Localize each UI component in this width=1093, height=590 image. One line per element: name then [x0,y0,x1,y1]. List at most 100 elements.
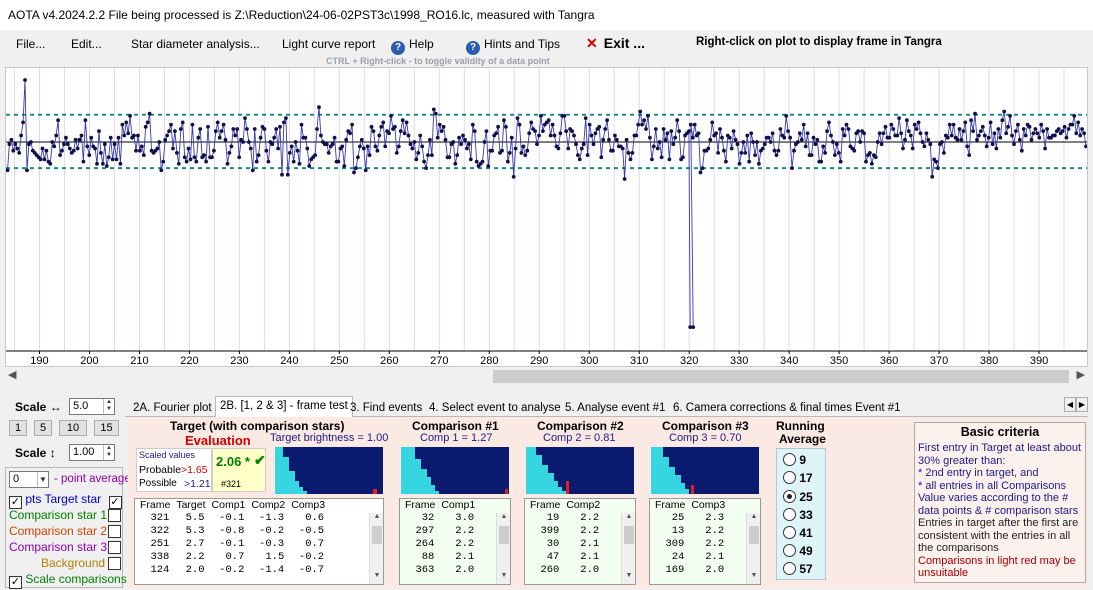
data-point [877,131,882,136]
scroll-up-icon[interactable]: ▲ [373,513,381,520]
menu-edit[interactable]: Edit... [71,37,102,51]
running-average-option[interactable]: 17 [783,471,813,485]
table-row[interactable]: 264 2.2 [402,537,478,550]
tab-analyse-event[interactable]: 5. Analyse event #1 [565,402,666,414]
scroll-up-icon[interactable]: ▲ [625,513,633,520]
scale-comparisons-checkbox[interactable]: ✓ [9,576,22,589]
table-row[interactable]: 251 2.7 -0.1 -0.3 0.7 [137,537,328,550]
table-row[interactable]: 24 2.1 [652,550,728,563]
data-point [844,122,849,127]
tab-camera-corrections[interactable]: 6. Camera corrections & final times Even… [673,402,901,414]
scale-vertical-spinner[interactable]: 1.00 ▲ ▼ [69,444,115,461]
table-row[interactable]: 13 2.2 [652,524,728,537]
scroll-thumb[interactable] [749,526,759,544]
light-curve-plot[interactable]: 190 200 210 220 230 240 250 260 270 280 290 300 310 3… [5,67,1088,367]
table-row[interactable]: 309 2.2 [652,537,728,550]
plot-horizontal-scrollbar[interactable]: ◀ ▶ [5,368,1088,385]
data-point [484,129,489,133]
table-row[interactable]: 30 2.1 [527,537,603,550]
scale-horizontal-spinner[interactable]: 5.0 ▲ ▼ [69,398,115,415]
data-point [389,114,393,118]
radio-button[interactable] [783,508,796,521]
scale-button-10[interactable]: 10 [59,420,87,436]
comparison-star-1-checkbox[interactable] [108,509,121,522]
comparison-star-3-checkbox[interactable] [108,541,121,554]
comparison-3-scrollbar[interactable]: ▲ ▼ [746,513,760,584]
radio-button-selected[interactable] [783,490,796,503]
tab-select-event[interactable]: 4. Select event to analyse [429,402,561,414]
radio-button[interactable] [783,526,796,539]
radio-button[interactable] [783,562,796,575]
scroll-thumb[interactable] [499,526,509,544]
data-point [354,166,358,170]
menu-star-diameter[interactable]: Star diameter analysis... [131,37,260,51]
radio-button[interactable] [783,471,796,484]
tab-scroll-arrows[interactable]: ◀ ▶ [1064,397,1088,413]
menu-exit[interactable]: ✕ Exit ... [586,35,645,52]
tab-fourier-plot[interactable]: 2A. Fourier plot [133,402,212,414]
table-row[interactable]: 169 2.0 [652,563,728,576]
table-row[interactable]: 322 5.3 -0.8 -0.2 -0.5 [137,524,328,537]
running-average-option[interactable]: 25 [783,490,813,504]
table-row[interactable]: 32 3.0 [402,511,478,524]
menu-light-curve-report[interactable]: Light curve report [282,37,376,51]
data-point [570,129,574,133]
scroll-thumb[interactable] [493,370,1069,383]
data-point [77,137,82,142]
background-checkbox[interactable] [108,557,121,570]
table-row[interactable]: 260 2.0 [527,563,603,576]
scroll-up-icon[interactable]: ▲ [750,513,758,520]
tab-right-icon[interactable]: ▶ [1076,397,1088,412]
point-average-spinner[interactable]: 0 ▼ [9,471,49,488]
table-row[interactable]: 88 2.1 [402,550,478,563]
scroll-left-icon[interactable]: ◀ [8,369,17,381]
running-average-option[interactable]: 49 [783,544,813,558]
spinner-arrows-icon[interactable]: ▲ ▼ [103,399,114,414]
target-star-checkbox[interactable]: ✓ [108,496,122,509]
data-point [270,142,275,147]
comparison-star-2-checkbox[interactable] [108,525,121,538]
scroll-down-icon[interactable]: ▼ [625,572,633,579]
table-row[interactable]: 124 2.0 -0.2 -1.4 -0.7 [137,563,328,576]
running-average-option[interactable]: 33 [783,508,813,522]
target-table-scrollbar[interactable]: ▲ ▼ [369,513,383,584]
chevron-down-icon[interactable]: ▼ [37,472,48,487]
running-average-option[interactable]: 41 [783,526,813,540]
tab-frame-test[interactable]: 2B. [1, 2 & 3] - frame test [215,396,353,417]
menu-help[interactable]: ? Help [391,37,434,55]
data-point [165,133,170,138]
scroll-thumb[interactable] [624,526,634,544]
comparison-2-scrollbar[interactable]: ▲ ▼ [621,513,635,584]
table-row[interactable]: 363 2.0 [402,563,478,576]
table-row[interactable]: 25 2.3 [652,511,728,524]
data-point [1074,131,1079,136]
scroll-thumb[interactable] [372,526,382,544]
comparison-1-scrollbar[interactable]: ▲ ▼ [496,513,510,584]
data-point [992,131,997,136]
running-average-option[interactable]: 9 [783,453,806,467]
table-row[interactable]: 47 2.1 [527,550,603,563]
table-row[interactable]: 297 2.2 [402,524,478,537]
table-row[interactable]: 19 2.2 [527,511,603,524]
menu-hints-and-tips[interactable]: ? Hints and Tips [466,37,560,55]
table-row[interactable]: 338 2.2 0.7 1.5 -0.2 [137,550,328,563]
tab-find-events[interactable]: 3. Find events [350,402,423,414]
spinner-arrows-icon[interactable]: ▲ ▼ [103,445,114,460]
radio-button[interactable] [783,453,796,466]
scroll-up-icon[interactable]: ▲ [500,513,508,520]
table-row[interactable]: 399 2.2 [527,524,603,537]
scroll-right-icon[interactable]: ▶ [1076,369,1085,381]
scroll-down-icon[interactable]: ▼ [373,572,381,579]
scale-button-1[interactable]: 1 [9,420,27,436]
radio-button[interactable] [783,544,796,557]
table-row[interactable]: 321 5.5 -0.1 -1.3 0.6 [137,511,328,524]
data-point [936,166,940,170]
running-average-option[interactable]: 57 [783,562,813,576]
scale-button-15[interactable]: 15 [94,420,119,436]
light-curve-chart[interactable]: 190 200 210 220 230 240 250 260 270 280 290 300 310 3… [5,68,1088,367]
scale-button-5[interactable]: 5 [34,420,52,436]
scroll-down-icon[interactable]: ▼ [750,572,758,579]
menu-file[interactable]: File... [16,37,46,51]
tab-left-icon[interactable]: ◀ [1064,397,1076,412]
scroll-down-icon[interactable]: ▼ [500,572,508,579]
